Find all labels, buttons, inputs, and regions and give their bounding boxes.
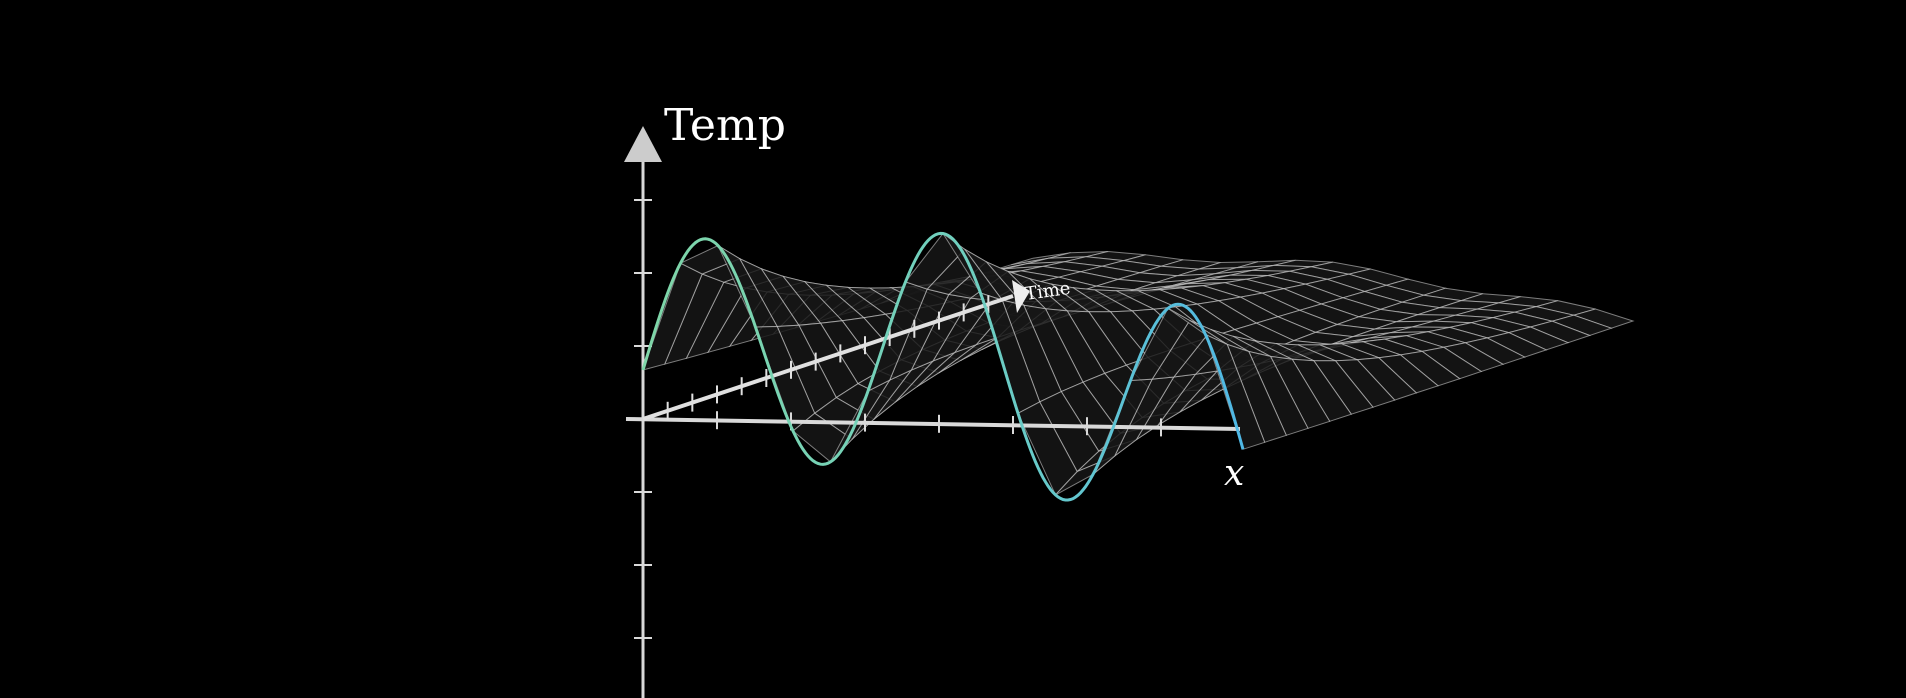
time-axis: [642, 294, 1014, 421]
x-axis-label: x: [1224, 453, 1244, 494]
temp-axis-label: Temp: [664, 100, 786, 151]
initial-temperature-curve: [641, 231, 1245, 502]
axes-group: [624, 126, 1241, 698]
time-axis-arrowhead: [1012, 280, 1030, 313]
temp-axis-arrowhead: [624, 126, 662, 162]
surface-cell: [1204, 333, 1266, 450]
x-axis: [625, 417, 1241, 431]
axis-ticks: [634, 199, 1162, 639]
